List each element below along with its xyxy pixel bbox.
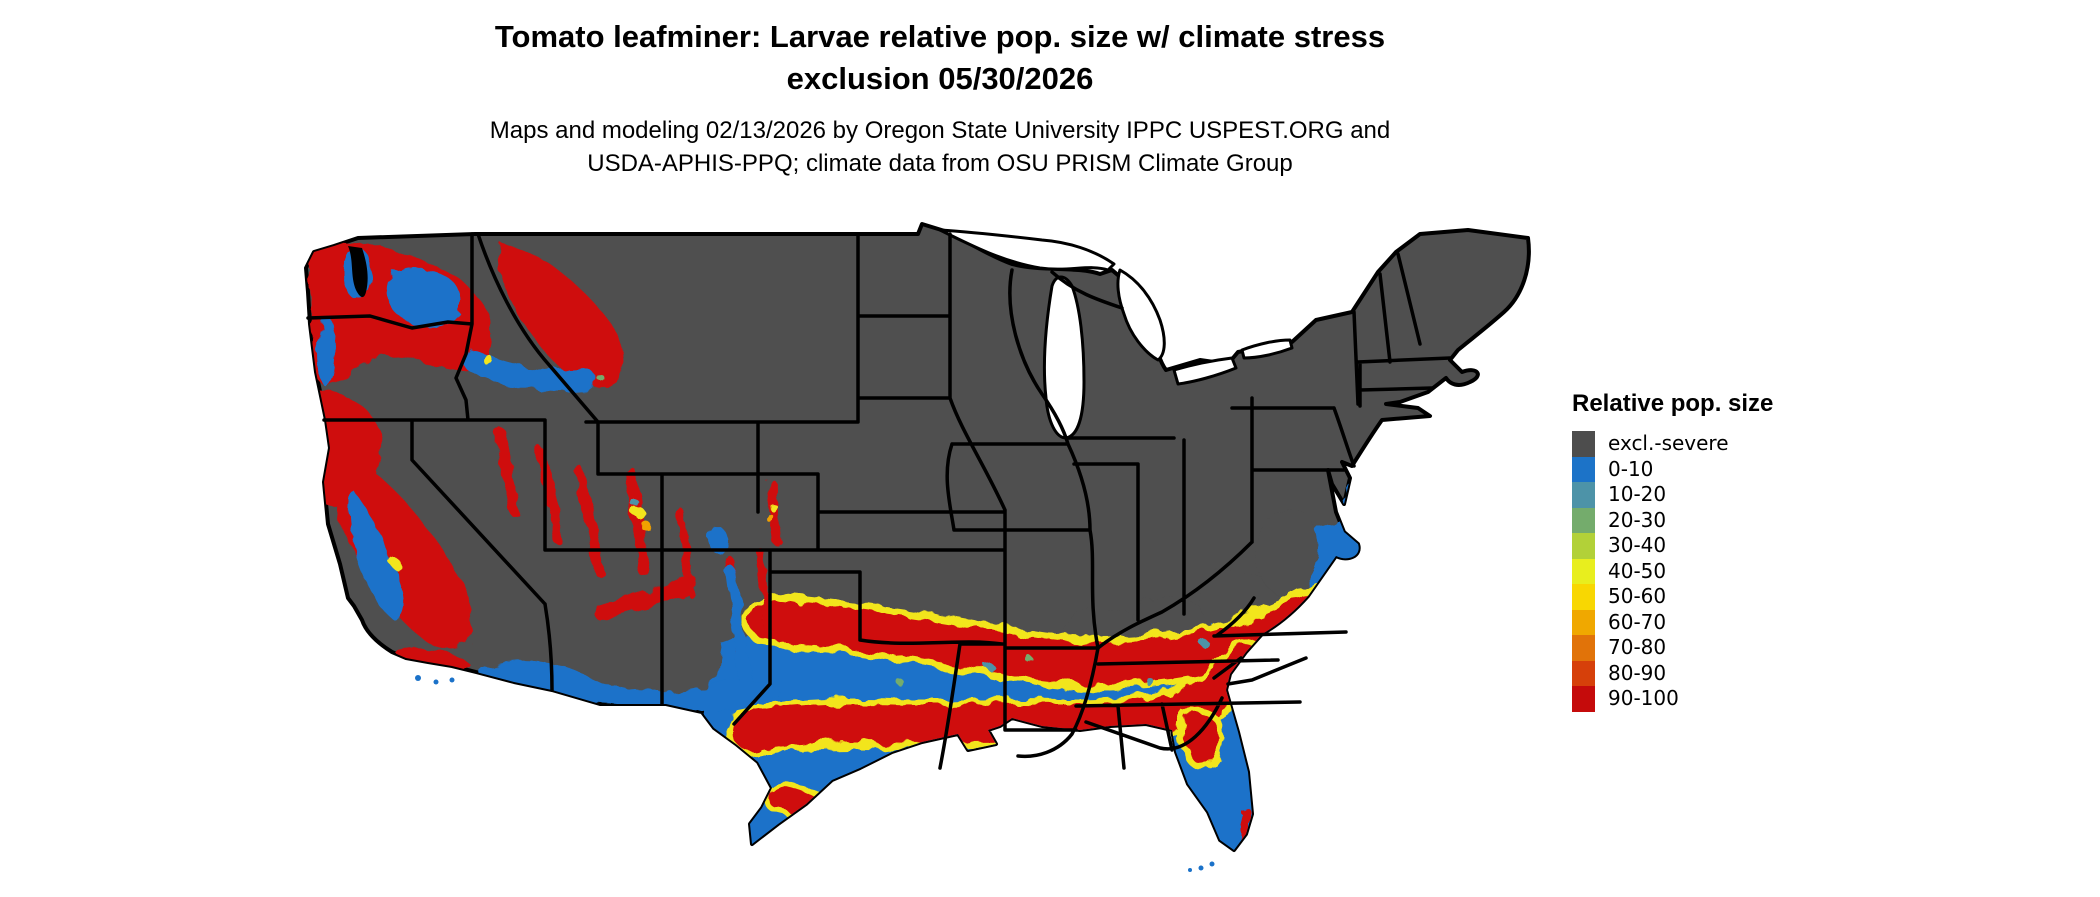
- cape-cod-specks: [1450, 420, 1475, 431]
- great-lakes: [938, 228, 1294, 440]
- legend-swatch-90-100: [1572, 686, 1595, 712]
- legend-swatch-0-10: [1572, 456, 1595, 482]
- legend-label: excl.-severe: [1608, 431, 1729, 455]
- lake-ontario: [1240, 338, 1294, 360]
- puget-sound: [348, 246, 368, 298]
- legend-label: 70-80: [1608, 635, 1667, 659]
- legend-label: 30-40: [1608, 533, 1667, 557]
- legend-row-20-30: 20-30: [1572, 507, 1773, 533]
- page-title-line1: Tomato leafminer: Larvae relative pop. s…: [494, 19, 1386, 54]
- legend-row-50-60: 50-60: [1572, 584, 1773, 610]
- legend-swatch-80-90: [1572, 660, 1595, 686]
- legend-row-60-70: 60-70: [1572, 609, 1773, 635]
- legend-row-30-40: 30-40: [1572, 533, 1773, 559]
- legend-row-10-20: 10-20: [1572, 482, 1773, 508]
- legend-row-excl-severe: excl.-severe: [1572, 431, 1773, 457]
- legend-row-0-10: 0-10: [1572, 456, 1773, 482]
- legend-swatch-40-50: [1572, 558, 1595, 584]
- legend-row-80-90: 80-90: [1572, 660, 1773, 686]
- legend-label: 80-90: [1608, 660, 1667, 685]
- legend: Relative pop. size excl.-severe 0-10 10-…: [1572, 390, 1773, 712]
- legend-rows: excl.-severe 0-10 10-20 20-30 30-40 40-5…: [1572, 431, 1773, 712]
- legend-title: Relative pop. size: [1572, 390, 1774, 417]
- legend-label: 50-60: [1608, 584, 1667, 608]
- lake-huron: [1116, 268, 1166, 362]
- lake-erie: [1172, 356, 1238, 386]
- legend-swatch-excl-severe: [1572, 431, 1595, 457]
- legend-swatch-70-80: [1572, 635, 1595, 661]
- subtitle-line2: USDA-APHIS-PPQ; climate data from OSU PR…: [587, 150, 1293, 177]
- legend-row-70-80: 70-80: [1572, 635, 1773, 661]
- legend-row-90-100: 90-100: [1572, 686, 1773, 712]
- state-borders: [306, 232, 1452, 770]
- legend-swatch-60-70: [1572, 609, 1595, 635]
- header: Tomato leafminer: Larvae relative pop. s…: [290, 16, 1590, 180]
- legend-label: 10-20: [1608, 482, 1667, 506]
- legend-label: 90-100: [1608, 686, 1679, 710]
- legend-label: 40-50: [1608, 558, 1667, 583]
- legend-swatch-30-40: [1572, 533, 1595, 559]
- legend-swatch-20-30: [1572, 507, 1595, 533]
- offshore-islands: [415, 675, 1215, 872]
- us-map-container: [300, 212, 1540, 892]
- legend-swatch-50-60: [1572, 584, 1595, 610]
- legend-label: 20-30: [1608, 507, 1667, 532]
- lake-michigan: [1042, 275, 1086, 440]
- lake-superior: [938, 228, 1116, 272]
- us-map: [304, 222, 1531, 872]
- page-title-line2: exclusion 05/30/2026: [786, 61, 1094, 96]
- subtitle-line1: Maps and modeling 02/13/2026 by Oregon S…: [489, 117, 1391, 144]
- legend-row-40-50: 40-50: [1572, 558, 1773, 584]
- subtitle: Maps and modeling 02/13/2026 by Oregon S…: [290, 114, 1590, 180]
- legend-label: 0-10: [1608, 456, 1654, 481]
- legend-swatch-10-20: [1572, 482, 1595, 508]
- legend-label: 60-70: [1608, 609, 1667, 634]
